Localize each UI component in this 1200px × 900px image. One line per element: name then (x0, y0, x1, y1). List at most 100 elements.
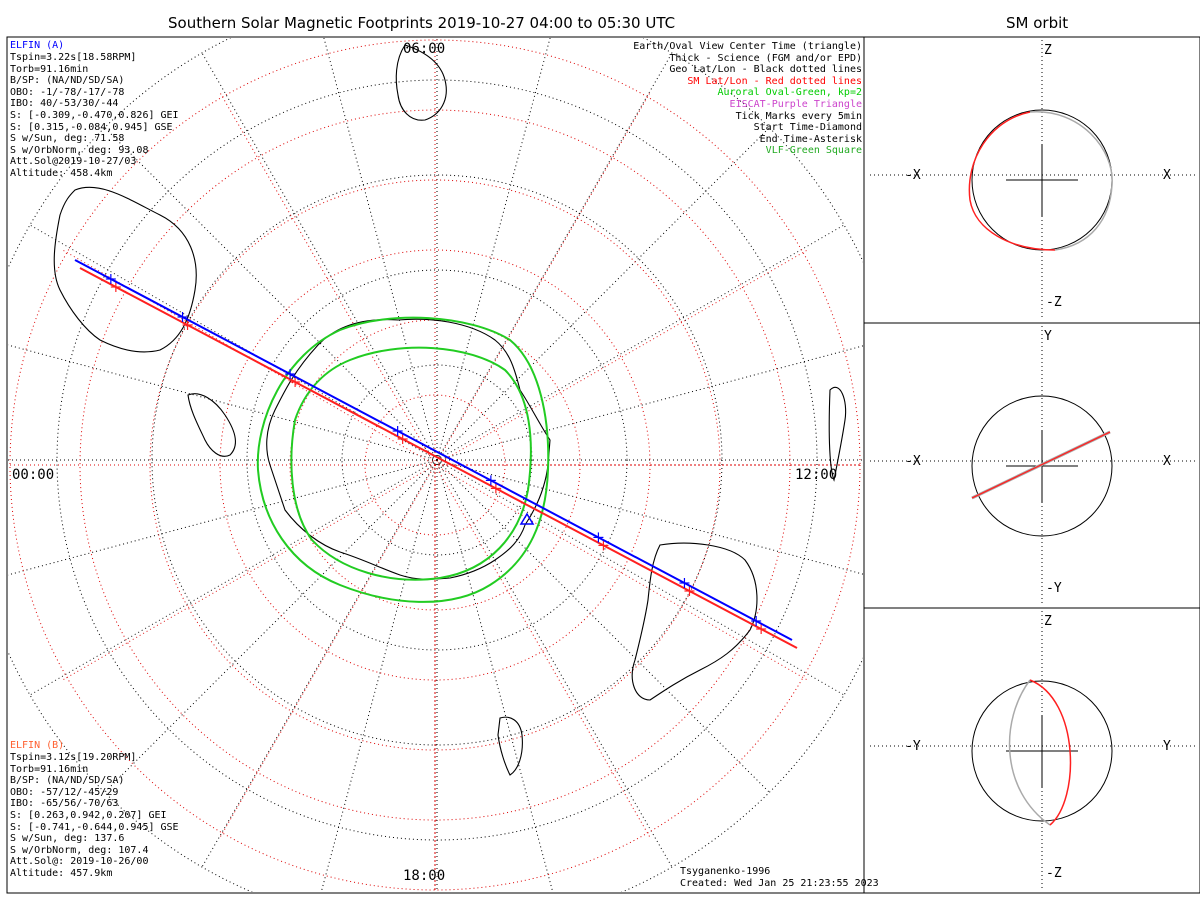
created-label: Created: Wed Jan 25 21:23:55 2023 (680, 878, 879, 889)
geo-meridian (201, 52, 438, 461)
legend-entry-0: Earth/Oval View Center Time (triangle) (633, 41, 862, 52)
elfin-b-line-10: Altitude: 457.9km (10, 867, 113, 879)
auroral-ovals (256, 316, 550, 603)
mlt-label-top: 06:00 (403, 41, 446, 57)
elfin-a-line-1: Torb=91.16min (10, 63, 89, 75)
orbit-2-label-top: Z (1044, 614, 1052, 629)
elfin-b-track (79, 267, 798, 649)
elfin-a-line-0: Tspin=3.22s[18.58RPM] (10, 52, 137, 63)
legend-entry-3: SM Lat/Lon - Red dotted lines (687, 75, 862, 87)
elfin-b-line-1: Torb=91.16min (10, 763, 89, 775)
orbit-0-label-bottom: -Z (1046, 295, 1062, 310)
elfin-a-line-6: S: [0.315,-0.084,0.945] GSE (10, 121, 173, 133)
orbit-1-label-top: Y (1044, 329, 1052, 344)
model-label: Tsyganenko-1996 (680, 866, 771, 877)
orbit-2-trace-red (1029, 679, 1072, 826)
geo-meridian (436, 459, 770, 793)
mlt-label-left: 00:00 (12, 467, 55, 483)
orbit-1-label-bottom: -Y (1046, 581, 1062, 596)
auroral-oval-outer (256, 316, 550, 603)
elfin-a-line-10: Altitude: 458.4km (10, 167, 113, 179)
elfin-a-line-2: B/SP: (NA/ND/SD/SA) (10, 75, 125, 87)
orbit-earth-circle-1 (971, 395, 1113, 537)
elfin-a-info: Tspin=3.22s[18.58RPM] Torb=91.16min B/SP: … (10, 52, 179, 180)
geo-meridian (29, 459, 438, 696)
sm-meridian (62, 464, 436, 681)
sm-meridian (434, 249, 808, 466)
orbit-0-label-top: Z (1044, 43, 1052, 58)
orbit-0-trace-red (968, 111, 1056, 251)
geo-grid (8, 38, 863, 892)
mlt-label-bottom: 18:00 (403, 868, 446, 884)
coastlines (53, 44, 847, 776)
elfin-a-line-8: S w/OrbNorm, deg: 93.08 (10, 144, 149, 156)
elfin-a-name: ELFIN (A) (10, 40, 65, 51)
geo-meridian (323, 38, 438, 461)
elfin-b-line-6: S: [-0.741,-0.644,0.945] GSE (10, 821, 179, 833)
geo-meridian (104, 459, 438, 793)
orbit-2-label-bottom: -Z (1046, 866, 1062, 881)
legend-entry-5: EISCAT-Purple Triangle (729, 98, 862, 110)
elfin-b-line-9: Att.Sol@: 2019-10-26/00 (10, 856, 149, 868)
elfin-b-line-4: IBO: -65/56/-70/63 (10, 798, 119, 810)
legend: Earth/Oval View Center Time (triangle) Th… (633, 41, 862, 157)
geo-meridian (436, 459, 673, 868)
orbit-earth-circle-2 (971, 680, 1113, 822)
orbit-0-trace-gray (1029, 111, 1113, 251)
legend-entry-7: Start Time-Diamond (753, 122, 862, 134)
orbit-1-trace-red (971, 431, 1111, 499)
elfin-b-line-3: OBO: -57/12/-45/29 (10, 786, 119, 798)
geo-meridian (320, 459, 438, 892)
orbit-0-label-right: X (1163, 168, 1171, 183)
legend-entry-9: VLF-Green Square (765, 145, 862, 157)
elfin-b-line-0: Tspin=3.12s[19.20RPM] (10, 752, 137, 763)
mlt-label-right: 12:00 (795, 467, 838, 483)
orbit-0-label-left: -X (905, 168, 921, 183)
sm-lat-circle (364, 394, 506, 536)
orbit-2-label-left: -Y (905, 739, 921, 754)
elfin-b-line-7: S w/Sun, deg: 137.6 (10, 833, 125, 845)
legend-entry-4: Auroral Oval-Green, kp=2 (717, 87, 863, 99)
africa-coast (631, 542, 758, 701)
legend-entry-2: Geo Lat/Lon - Black dotted lines (669, 64, 862, 76)
east-edge-coast (828, 387, 847, 482)
sm-orbit-title: SM orbit (1006, 14, 1069, 32)
orbit-1-label-left: -X (905, 454, 921, 469)
sm-meridian (219, 464, 436, 838)
sm-meridian (434, 92, 651, 466)
orbit-frame (863, 36, 1200, 894)
geo-meridian (8, 344, 438, 461)
orbit-2-label-right: Y (1163, 739, 1171, 754)
elfin-a-track (74, 259, 793, 641)
antarctica-coast (266, 318, 551, 580)
elfin-a-line-5: S: [-0.309,-0.470,0.826] GEI (10, 109, 179, 121)
elfin-b-line-5: S: [0.263,0.942,0.207] GEI (10, 809, 167, 821)
auroral-oval-inner (290, 346, 532, 581)
orbit-1-label-right: X (1163, 454, 1171, 469)
australia-coast (53, 186, 197, 353)
elfin-b-line-8: S w/OrbNorm, deg: 107.4 (10, 844, 149, 856)
legend-entry-1: Thick - Science (FGM and/or EPD) (669, 52, 862, 64)
elfin-a-line-4: IBO: 40/-53/30/-44 (10, 98, 119, 110)
elfin-b-name: ELFIN (B) (10, 740, 65, 751)
geo-meridian (436, 459, 845, 696)
sm-meridian (434, 464, 651, 838)
orbit-2-trace-gray (1008, 679, 1051, 826)
center-time-triangle (519, 512, 535, 525)
legend-entry-8: End Time-Asterisk (759, 133, 862, 145)
geo-lat-circle (341, 364, 533, 556)
geo-meridian (436, 127, 770, 461)
geo-lat-circle (246, 269, 628, 651)
elfin-a-line-9: Att.Sol@2019-10-27/03 (10, 156, 137, 168)
plot-title: Southern Solar Magnetic Footprints 2019-… (168, 14, 676, 32)
geo-meridian (436, 345, 863, 461)
elfin-a-line-7: S w/Sun, deg: 71.58 (10, 133, 125, 145)
madagascar-coast (497, 716, 523, 776)
legend-entry-6: Tick Marks every 5min (735, 110, 862, 122)
new-zealand-coast (187, 393, 236, 457)
elfin-a-line-3: OBO: -1/-78/-17/-78 (10, 86, 125, 98)
geo-meridian (436, 459, 554, 892)
sm-grid (8, 38, 863, 892)
elfin-b-line-2: B/SP: (NA/ND/SD/SA) (10, 775, 125, 787)
